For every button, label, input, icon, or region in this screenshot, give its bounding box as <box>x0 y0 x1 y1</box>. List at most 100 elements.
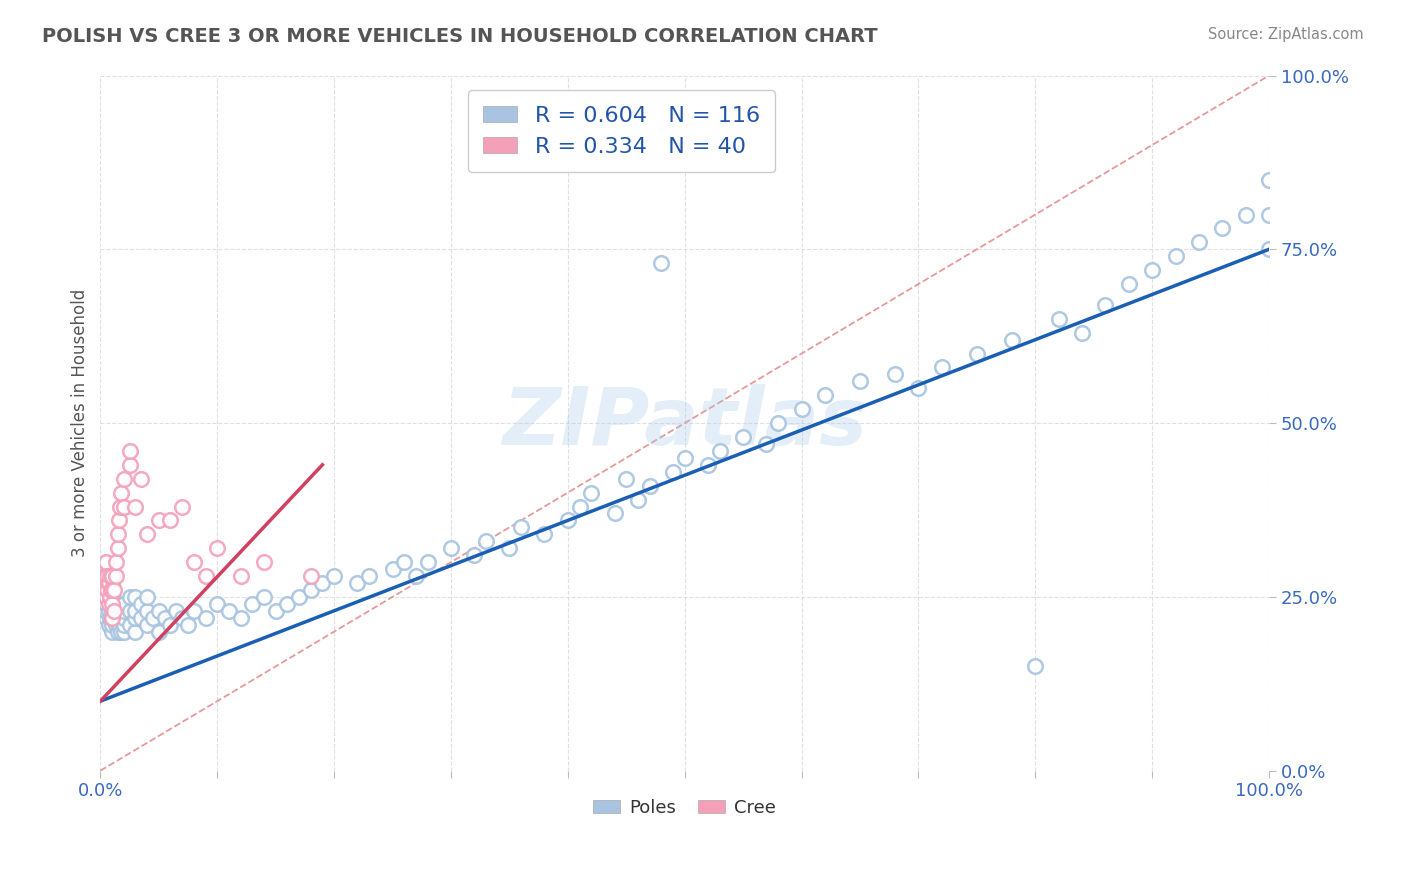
Point <box>603 507 626 521</box>
Point <box>101 624 124 639</box>
Point <box>129 597 152 611</box>
Point <box>253 590 276 604</box>
Point <box>108 617 131 632</box>
Point <box>136 527 159 541</box>
Point <box>97 590 120 604</box>
Point <box>107 597 129 611</box>
Point <box>97 597 120 611</box>
Point <box>177 617 200 632</box>
Point <box>172 611 194 625</box>
Point <box>136 590 159 604</box>
Point <box>650 256 672 270</box>
Point <box>288 590 311 604</box>
Point <box>110 500 132 514</box>
Point <box>733 430 755 444</box>
Point <box>1258 242 1281 256</box>
Point <box>112 604 135 618</box>
Point <box>405 569 427 583</box>
Point <box>229 611 252 625</box>
Point <box>229 569 252 583</box>
Point <box>98 611 121 625</box>
Point <box>104 555 127 569</box>
Point <box>129 472 152 486</box>
Point <box>103 611 125 625</box>
Point <box>510 520 533 534</box>
Point <box>148 513 170 527</box>
Point <box>108 513 131 527</box>
Point <box>205 597 228 611</box>
Point <box>440 541 463 556</box>
Point <box>100 582 122 597</box>
Point <box>96 604 118 618</box>
Y-axis label: 3 or more Vehicles in Household: 3 or more Vehicles in Household <box>72 289 89 558</box>
Point <box>96 582 118 597</box>
Point <box>96 611 118 625</box>
Point <box>884 368 907 382</box>
Point <box>697 458 720 472</box>
Point <box>1188 235 1211 250</box>
Point <box>814 388 837 402</box>
Point <box>103 597 125 611</box>
Point <box>104 569 127 583</box>
Point <box>159 617 181 632</box>
Point <box>614 472 637 486</box>
Point <box>253 555 276 569</box>
Point <box>194 611 217 625</box>
Point <box>96 590 118 604</box>
Point <box>662 465 685 479</box>
Point <box>118 590 141 604</box>
Point <box>153 611 176 625</box>
Point <box>416 555 439 569</box>
Point <box>112 624 135 639</box>
Point <box>108 604 131 618</box>
Point <box>96 590 118 604</box>
Point <box>264 604 287 618</box>
Point <box>299 569 322 583</box>
Point <box>101 582 124 597</box>
Point <box>110 611 132 625</box>
Point <box>107 527 129 541</box>
Point <box>463 548 485 562</box>
Point <box>1164 249 1187 263</box>
Point <box>299 582 322 597</box>
Point <box>966 346 988 360</box>
Point <box>1094 298 1116 312</box>
Point <box>557 513 579 527</box>
Point <box>755 437 778 451</box>
Point <box>1140 263 1163 277</box>
Point <box>790 402 813 417</box>
Point <box>907 381 929 395</box>
Text: POLISH VS CREE 3 OR MORE VEHICLES IN HOUSEHOLD CORRELATION CHART: POLISH VS CREE 3 OR MORE VEHICLES IN HOU… <box>42 27 877 45</box>
Point <box>112 617 135 632</box>
Point <box>93 582 115 597</box>
Point <box>124 500 146 514</box>
Point <box>148 604 170 618</box>
Point <box>1211 221 1233 235</box>
Point <box>101 582 124 597</box>
Point <box>1047 311 1070 326</box>
Point <box>98 590 121 604</box>
Point <box>766 416 789 430</box>
Point <box>194 569 217 583</box>
Point <box>183 604 205 618</box>
Point <box>112 472 135 486</box>
Point <box>311 576 333 591</box>
Point <box>498 541 520 556</box>
Text: Source: ZipAtlas.com: Source: ZipAtlas.com <box>1208 27 1364 42</box>
Point <box>673 450 696 465</box>
Point <box>97 617 120 632</box>
Point <box>627 492 650 507</box>
Point <box>107 611 129 625</box>
Point <box>112 611 135 625</box>
Point <box>124 624 146 639</box>
Point <box>129 611 152 625</box>
Point <box>1258 208 1281 222</box>
Point <box>142 611 165 625</box>
Point <box>101 569 124 583</box>
Point <box>103 582 125 597</box>
Point <box>110 604 132 618</box>
Point <box>1118 277 1140 291</box>
Point <box>568 500 591 514</box>
Point <box>96 582 118 597</box>
Text: ZIPatlas: ZIPatlas <box>502 384 868 462</box>
